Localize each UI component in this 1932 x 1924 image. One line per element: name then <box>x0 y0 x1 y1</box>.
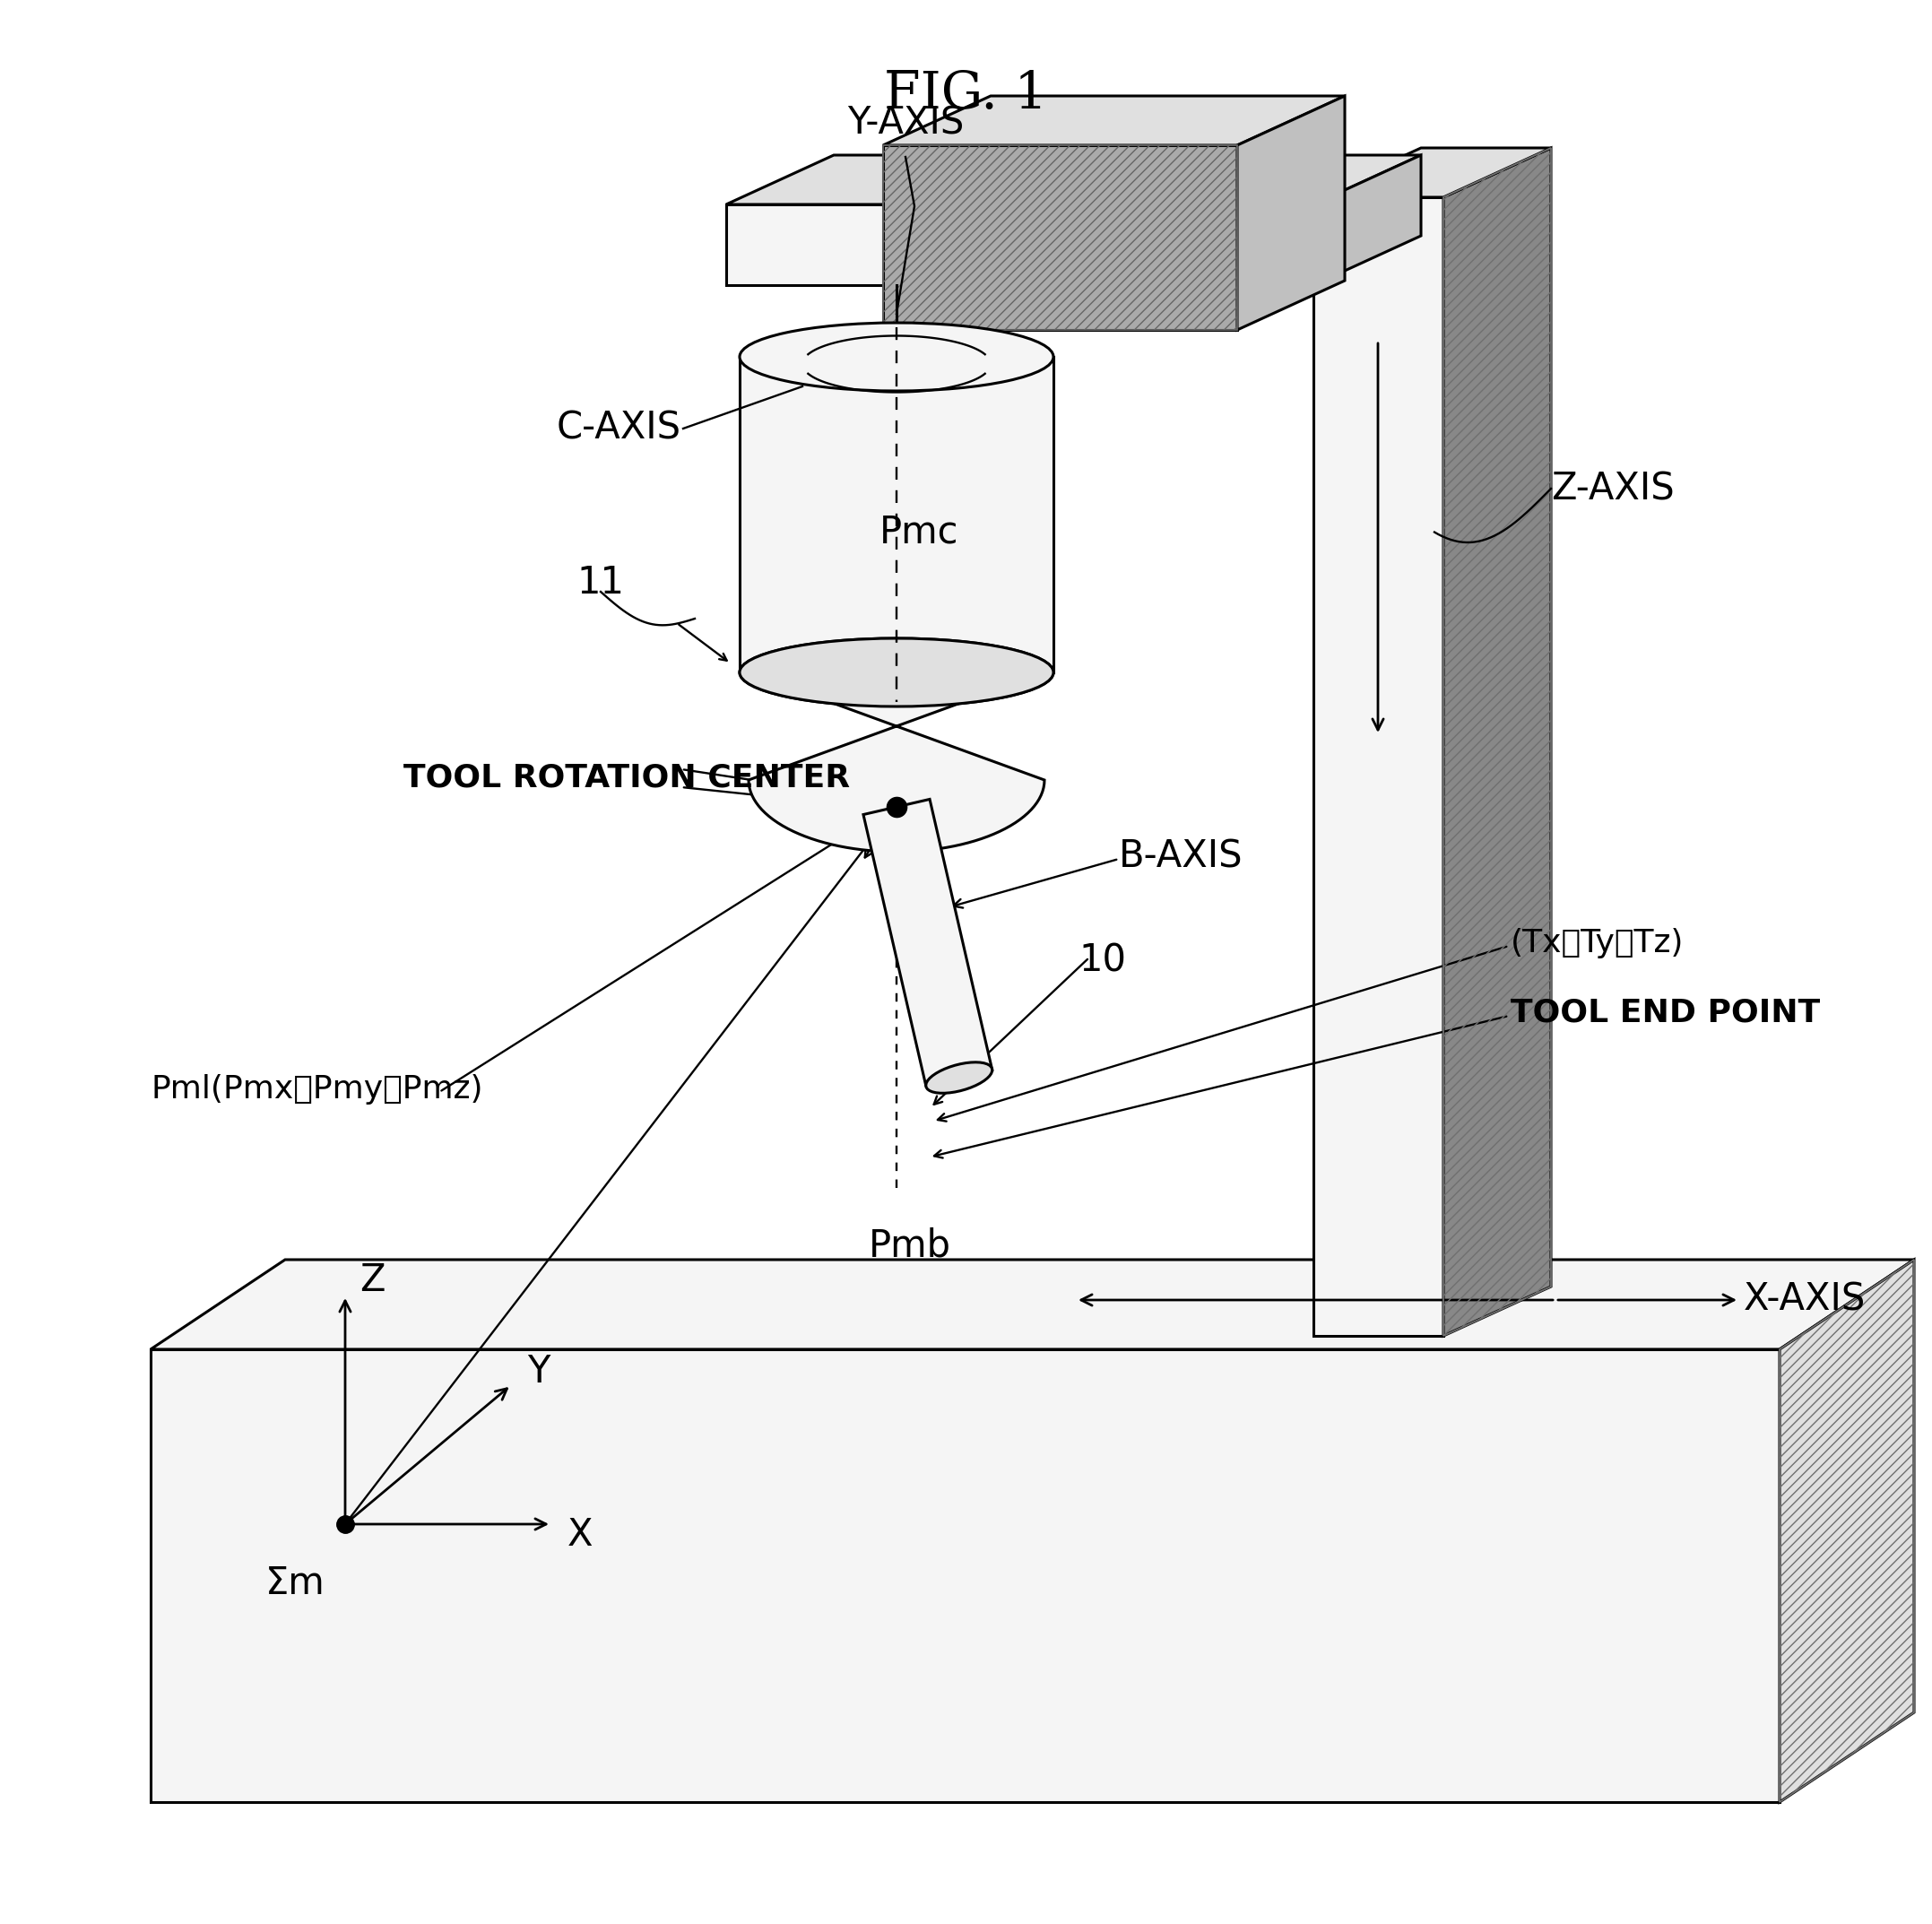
Polygon shape <box>1314 148 1551 198</box>
Text: TOOL ROTATION CENTER: TOOL ROTATION CENTER <box>404 764 850 793</box>
Text: B-AXIS: B-AXIS <box>1119 837 1242 875</box>
Polygon shape <box>1236 96 1345 329</box>
Polygon shape <box>726 156 1420 204</box>
Text: 11: 11 <box>578 564 624 602</box>
Polygon shape <box>883 96 1345 144</box>
Polygon shape <box>1314 156 1420 285</box>
Text: Z: Z <box>359 1262 384 1299</box>
Polygon shape <box>151 1260 1915 1349</box>
Text: Pmb: Pmb <box>869 1226 951 1264</box>
Polygon shape <box>1314 198 1443 1335</box>
Text: 10: 10 <box>1078 943 1126 979</box>
Text: Y: Y <box>527 1353 551 1391</box>
Text: X: X <box>568 1516 593 1555</box>
Polygon shape <box>748 671 1045 852</box>
Text: Pmc: Pmc <box>879 514 958 552</box>
Polygon shape <box>726 204 1314 285</box>
Text: C-AXIS: C-AXIS <box>556 410 682 448</box>
Text: Pml(Pmx、Pmy、Pmz): Pml(Pmx、Pmy、Pmz) <box>151 1074 483 1104</box>
Text: FIG. 1: FIG. 1 <box>883 69 1047 119</box>
Polygon shape <box>1779 1260 1915 1803</box>
Text: (Tx、Ty、Tz): (Tx、Ty、Tz) <box>1511 927 1685 958</box>
Polygon shape <box>1443 148 1551 1335</box>
Polygon shape <box>151 1349 1779 1803</box>
Ellipse shape <box>740 639 1053 706</box>
Polygon shape <box>864 798 993 1085</box>
Polygon shape <box>740 356 1053 671</box>
Polygon shape <box>883 144 1236 329</box>
Ellipse shape <box>740 639 1053 706</box>
Text: TOOL END POINT: TOOL END POINT <box>1511 999 1820 1027</box>
Polygon shape <box>925 1062 993 1093</box>
Text: Z-AXIS: Z-AXIS <box>1551 469 1675 508</box>
Text: X-AXIS: X-AXIS <box>1745 1281 1866 1318</box>
Text: Y-AXIS: Y-AXIS <box>846 104 964 142</box>
Ellipse shape <box>740 323 1053 391</box>
Text: Σm: Σm <box>265 1564 325 1603</box>
